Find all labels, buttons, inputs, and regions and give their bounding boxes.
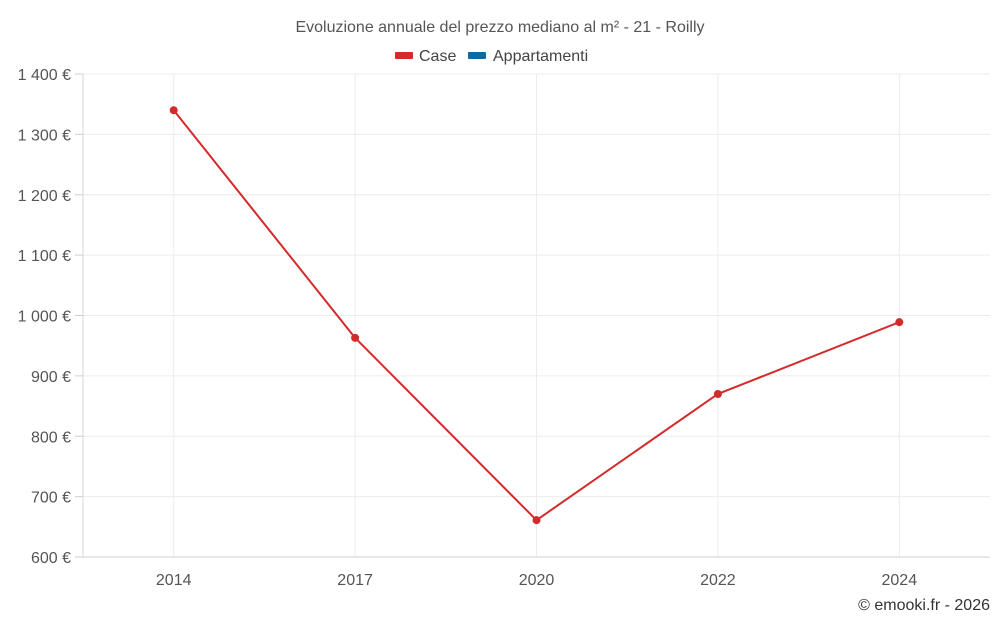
y-axis-tick-label: 600 € [31, 550, 71, 567]
axes: 600 € 700 € 800 € 900 € 1 000 € 1 100 € 1 200 … [18, 67, 990, 589]
y-axis-tick-label: 1 400 € [18, 67, 71, 84]
legend-swatch-appartamenti [468, 52, 486, 59]
data-point-case-2017 [351, 333, 360, 342]
data-point-case-2020 [532, 516, 541, 525]
x-axis-tick-label: 2017 [337, 572, 373, 589]
x-axis-tick-label: 2022 [700, 572, 736, 589]
legend-item-appartamenti[interactable]: Appartamenti [468, 48, 588, 65]
y-axis-tick-label: 1 100 € [18, 248, 71, 265]
y-axis-tick-label: 1 200 € [18, 188, 71, 205]
legend-item-case[interactable]: Case [395, 48, 456, 65]
data-point-case-2024 [895, 318, 904, 327]
credit: © emooki.fr - 2026 [858, 597, 990, 614]
y-axis-tick-label: 1 300 € [18, 127, 71, 144]
x-axis-tick-label: 2024 [882, 572, 918, 589]
legend-swatch-case [395, 52, 413, 59]
data-point-case-2022 [713, 389, 722, 398]
y-axis-tick-label: 700 € [31, 490, 71, 507]
x-axis-tick-label: 2020 [519, 572, 555, 589]
legend-label-appartamenti: Appartamenti [493, 48, 588, 65]
chart-title: Evoluzione annuale del prezzo mediano al… [295, 19, 704, 36]
y-axis-tick-label: 900 € [31, 369, 71, 386]
y-axis-tick-label: 1 000 € [18, 309, 71, 326]
grid [83, 73, 990, 557]
series-case [169, 106, 904, 525]
legend-label-case: Case [419, 48, 456, 65]
y-axis-tick-label: 800 € [31, 429, 71, 446]
legend: Case Appartamenti [395, 48, 588, 65]
x-axis-tick-label: 2014 [156, 572, 192, 589]
data-point-case-2014 [169, 106, 178, 115]
